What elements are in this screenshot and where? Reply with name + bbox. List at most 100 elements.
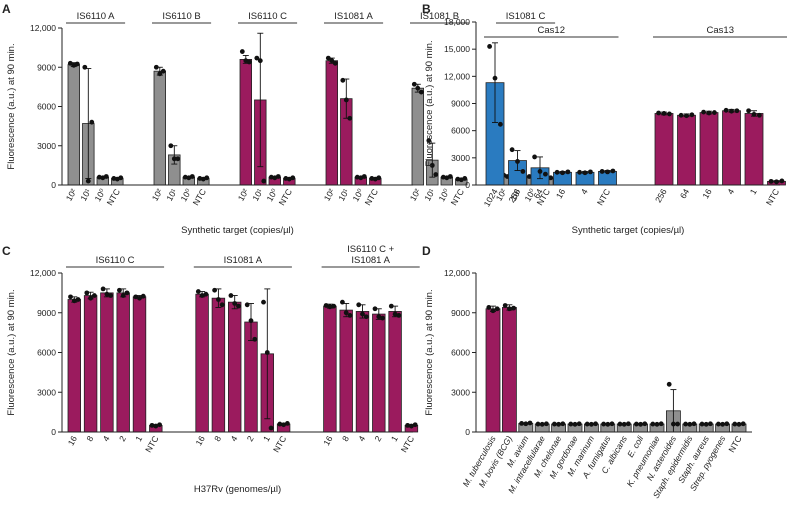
panel-c-y-tick-label: 12,000 — [30, 268, 56, 278]
panel-b-data-point — [515, 159, 520, 164]
panel-b-y-tick-label: 0 — [465, 180, 470, 190]
panel-a-x-tick-label: 10² — [408, 187, 423, 203]
panel-a-data-point — [189, 174, 195, 179]
panel-c-data-point — [104, 291, 110, 297]
panel-c-bar-is6110-c-2 — [116, 292, 130, 433]
panel-a-letter: A — [2, 2, 11, 16]
panel-b-x-tick-label: 4 — [579, 187, 590, 196]
panel-a-data-point — [447, 174, 453, 179]
panel-a-data-point — [426, 138, 432, 143]
panel-c-data-point — [140, 293, 146, 299]
panel-b-data-point — [678, 112, 684, 118]
panel-b-x-tick-label: 256 — [653, 187, 669, 205]
panel-a-bar-is6110-b-10 — [153, 70, 167, 186]
panel-c-data-point — [133, 294, 139, 300]
panel-c-x-tick-label: 4 — [356, 434, 367, 443]
panel-b-chart: 0 3000 6000 9000 12,000 15,000 18,000 Fluoresce… — [424, 17, 787, 236]
panel-b-bar-cas13-256 — [654, 113, 674, 186]
panel-d-data-point — [638, 421, 643, 427]
panel-c-data-point — [137, 295, 142, 301]
panel-a-chart: 0 3000 6000 9000 12,000 Fluorescence (a.u.) a… — [6, 11, 556, 236]
panel-b-x-axis-label: Synthetic target (copies/µl) — [572, 225, 685, 236]
panel-b-data-point — [498, 121, 503, 127]
panel-d-data-point — [626, 421, 631, 427]
panel-b-data-point — [734, 108, 740, 114]
panel-c-bar-is6110-c-is1081-a-1 — [388, 311, 402, 433]
panel-b-data-point — [582, 170, 588, 176]
panel-a-data-point — [118, 175, 124, 181]
panel-c-bar-is6110-c-is1081-a-16 — [323, 305, 337, 433]
panel-b-data-point — [487, 44, 492, 49]
panel-c-bar-is6110-c-4 — [100, 292, 114, 433]
panel-c-x-tick-label: 8 — [340, 434, 351, 443]
panel-a-data-point — [332, 60, 338, 66]
panel-a-data-point — [429, 162, 435, 168]
panel-c-data-point — [71, 298, 77, 304]
panel-d-data-point — [683, 421, 688, 427]
panel-b-y-tick-label: 15,000 — [444, 44, 470, 54]
panel-c-data-point — [100, 286, 106, 292]
panel-c-data-point — [264, 350, 270, 355]
panel-c-x-tick-label: 2 — [117, 434, 128, 443]
panel-b-x-tick-label: 4 — [725, 187, 736, 196]
panel-a-data-point — [246, 59, 252, 65]
panel-b-bar-cas13-1 — [744, 113, 764, 186]
panel-c-group-label: IS6110 C + — [347, 244, 395, 255]
panel-b-data-point — [543, 171, 548, 177]
panel-b-y-axis-label: Fluorescence (a.u.) at 90 min. — [424, 40, 435, 166]
panel-b-data-point — [779, 178, 785, 184]
panel-c-x-tick-label: NTC — [399, 434, 416, 454]
panel-c-bar-is6110-c-is1081-a-4 — [355, 311, 370, 433]
panel-a-data-point — [411, 81, 417, 87]
panel-a-y-tick-label: 3000 — [37, 141, 56, 151]
panel-d-data-point — [568, 421, 574, 427]
panel-c-x-tick-label: 1 — [261, 434, 272, 443]
panel-d-bar-d-m-tuberculosis — [485, 308, 501, 433]
panel-a-data-point — [343, 97, 349, 103]
panel-a-group-label: IS6110 B — [162, 11, 200, 22]
panel-a-data-point — [171, 156, 177, 162]
panel-a-data-point — [257, 58, 263, 64]
panel-c-bar-is1081-a-4 — [227, 301, 242, 433]
panel-a-data-point — [290, 175, 296, 181]
panel-c-data-point — [203, 291, 209, 297]
panel-d-data-point — [699, 421, 705, 427]
panel-c-data-point — [212, 287, 218, 293]
panel-d-data-point — [691, 421, 697, 427]
panel-d-data-point — [601, 421, 606, 427]
panel-d-y-tick-label: 9000 — [451, 308, 470, 318]
panel-c-data-point — [363, 314, 369, 320]
panel-a-data-point — [376, 175, 382, 181]
panel-a-y-tick-label: 9000 — [37, 62, 56, 72]
panel-a-data-point — [67, 60, 73, 66]
panel-b-data-point — [565, 169, 571, 175]
panel-a-data-point — [160, 68, 166, 74]
panel-d-data-point — [687, 421, 693, 427]
panel-c-data-point — [120, 293, 126, 298]
panel-d-data-point — [523, 421, 529, 427]
panel-d-data-point — [617, 421, 623, 427]
panel-d-data-point — [560, 421, 566, 427]
panel-b-data-point — [712, 110, 717, 115]
panel-c-chart: 0 3000 6000 9000 12,000 Fluorescence (a.u.) a… — [6, 244, 420, 495]
panel-d-data-point — [593, 421, 598, 427]
panel-d-data-point — [552, 421, 557, 427]
panel-d-data-point — [490, 308, 496, 314]
panel-d-data-point — [720, 421, 725, 427]
panel-a-x-tick-label: NTC — [449, 187, 466, 207]
panel-a-bar-is6110-c-10 — [239, 59, 253, 186]
panel-a-data-point — [347, 115, 353, 121]
panel-c-data-point — [88, 295, 93, 301]
panel-c-y-tick-label: 0 — [51, 427, 56, 437]
panel-c-bar-is6110-c-8 — [83, 295, 98, 433]
panel-d-data-point — [736, 421, 742, 427]
panel-c-data-point — [153, 423, 159, 429]
panel-b-data-point — [537, 169, 543, 174]
panel-a-group-label: IS1081 C — [506, 11, 546, 22]
panel-b-data-point — [605, 169, 610, 175]
panel-a-x-tick-label: 10¹ — [250, 187, 265, 203]
panel-b-y-tick-label: 12,000 — [444, 71, 470, 81]
panel-d-data-point — [642, 421, 648, 427]
panel-c-data-point — [157, 422, 162, 428]
panel-d: D — [422, 244, 431, 258]
